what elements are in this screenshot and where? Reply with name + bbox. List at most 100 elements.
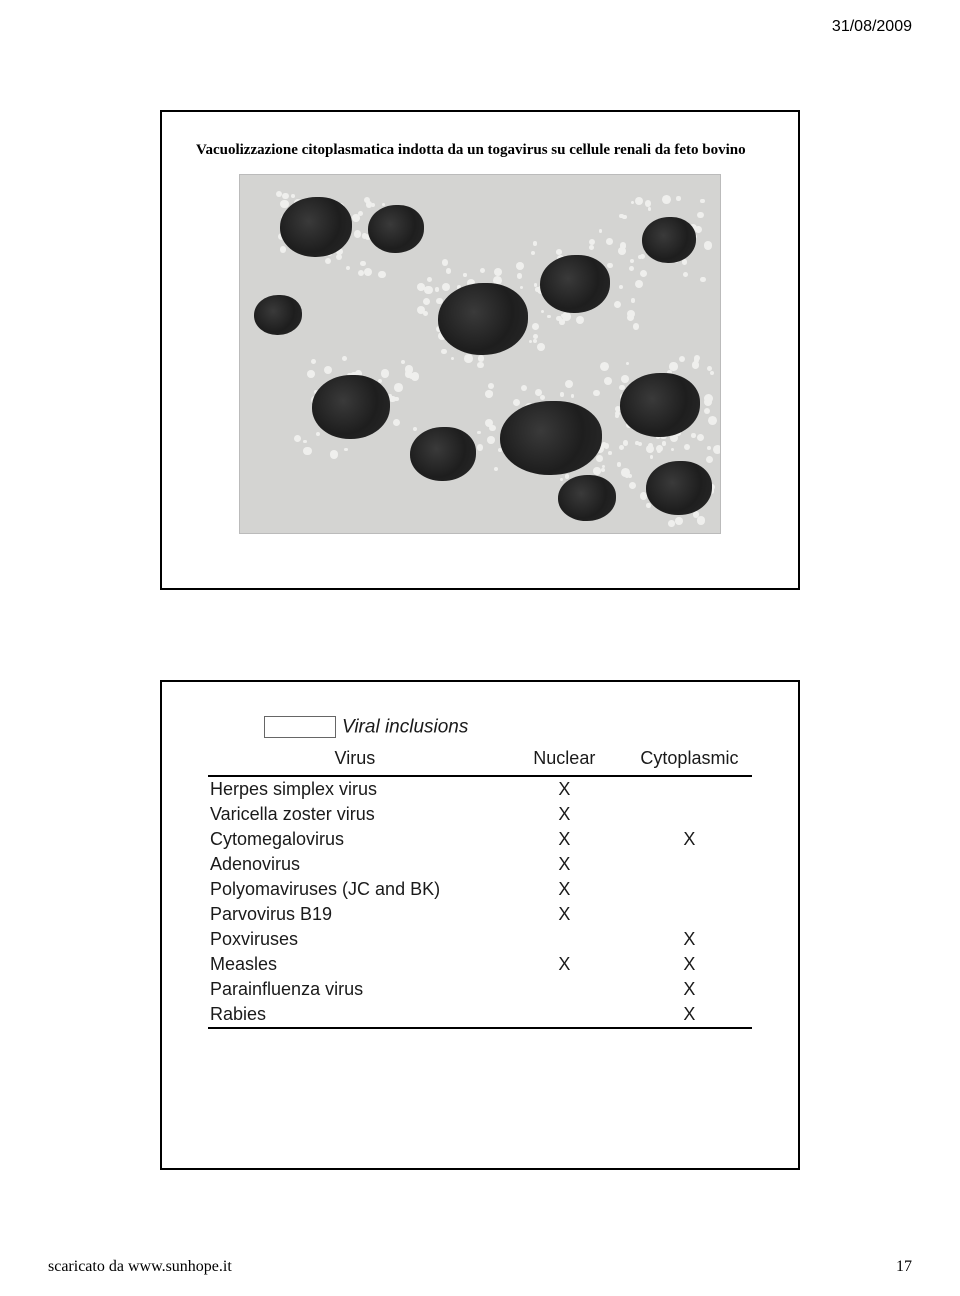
vacuole (358, 270, 364, 276)
vacuole (494, 467, 498, 471)
vacuole (478, 355, 485, 362)
vacuole (713, 445, 721, 454)
vacuole (695, 226, 702, 233)
vacuole (427, 277, 432, 282)
vacuole (679, 356, 685, 362)
vacuole (593, 390, 599, 396)
vacuole (311, 359, 316, 364)
vacuole (441, 349, 446, 354)
cell-nucleus (368, 205, 424, 253)
vacuole (645, 200, 651, 206)
vacuole (640, 270, 647, 277)
cytoplasmic-mark (627, 877, 752, 902)
table-bottom-rule (208, 1027, 752, 1029)
vacuole (576, 316, 584, 324)
vacuole (565, 380, 573, 388)
vacuole (631, 298, 636, 303)
vacuole (477, 362, 484, 369)
vacuole (604, 377, 612, 385)
footer-page-number: 17 (896, 1258, 912, 1276)
vacuole (593, 467, 601, 475)
vacuole (601, 442, 607, 448)
vacuole (424, 286, 433, 295)
vacuole (683, 272, 688, 277)
vacuole (464, 354, 473, 363)
vacuole (435, 287, 440, 292)
vacuole (556, 249, 562, 255)
virus-name: Adenovirus (208, 852, 502, 877)
virus-name: Polyomaviruses (JC and BK) (208, 877, 502, 902)
vacuole (401, 360, 405, 364)
vacuole (411, 372, 420, 381)
vacuole (589, 239, 595, 245)
vacuole (668, 520, 674, 526)
vacuole (629, 266, 634, 271)
table-row: RabiesX (208, 1002, 752, 1027)
vacuole (521, 385, 527, 391)
cell-nucleus (312, 375, 390, 439)
vacuole (537, 343, 545, 351)
vacuole (344, 448, 348, 452)
vacuole (675, 517, 683, 525)
col-header-cytoplasmic: Cytoplasmic (627, 742, 752, 777)
vacuole (382, 203, 385, 206)
table-title: Viral inclusions (342, 716, 468, 737)
vacuole (494, 268, 502, 276)
vacuole (626, 362, 629, 365)
vacuole (477, 444, 484, 451)
nuclear-mark: X (502, 777, 627, 802)
vacuole (621, 375, 629, 383)
vacuole (648, 207, 651, 210)
vacuole (360, 261, 366, 267)
vacuole (606, 238, 613, 245)
vacuole (276, 191, 282, 197)
vacuole (614, 301, 621, 308)
vacuole (682, 259, 688, 265)
slide-1: Vacuolizzazione citoplasmatica indotta d… (160, 110, 800, 590)
table-row: AdenovirusX (208, 852, 752, 877)
vacuole (533, 241, 537, 245)
vacuole (325, 258, 331, 264)
vacuole (619, 445, 624, 450)
vacuole (627, 314, 634, 321)
table-header-row: Virus Nuclear Cytoplasmic (208, 742, 752, 777)
cell-nucleus (646, 461, 712, 515)
nuclear-mark (502, 1002, 627, 1027)
vacuole (342, 356, 347, 361)
vacuole (694, 357, 700, 363)
cytoplasmic-mark (627, 902, 752, 927)
slide1-caption: Vacuolizzazione citoplasmatica indotta d… (196, 140, 764, 160)
vacuole (623, 440, 628, 445)
vacuole (280, 200, 288, 208)
cytoplasmic-mark: X (627, 927, 752, 952)
vacuole (596, 455, 603, 462)
vacuole (346, 266, 351, 271)
vacuole (280, 246, 287, 253)
virus-name: Varicella zoster virus (208, 802, 502, 827)
nuclear-mark: X (502, 952, 627, 977)
vacuole (358, 211, 363, 216)
cytoplasmic-mark: X (627, 952, 752, 977)
cytoplasmic-mark (627, 802, 752, 827)
vacuole (303, 447, 311, 455)
cytoplasmic-mark: X (627, 827, 752, 852)
vacuole (378, 271, 385, 278)
cell-nucleus (540, 255, 610, 313)
vacuole (541, 310, 544, 313)
vacuole (617, 462, 622, 467)
vacuole (708, 416, 717, 425)
cell-nucleus (438, 283, 528, 355)
vacuole (607, 263, 612, 268)
vacuole (381, 369, 390, 378)
vacuole (423, 311, 428, 316)
vacuole (697, 434, 704, 441)
virus-name: Poxviruses (208, 927, 502, 952)
vacuole (394, 397, 399, 402)
vacuole (336, 254, 342, 260)
vacuole (330, 450, 338, 458)
vacuole (480, 268, 485, 273)
vacuole (650, 455, 653, 458)
vacuole (704, 241, 712, 249)
vacuole (638, 442, 642, 446)
col-header-virus: Virus (208, 742, 502, 777)
